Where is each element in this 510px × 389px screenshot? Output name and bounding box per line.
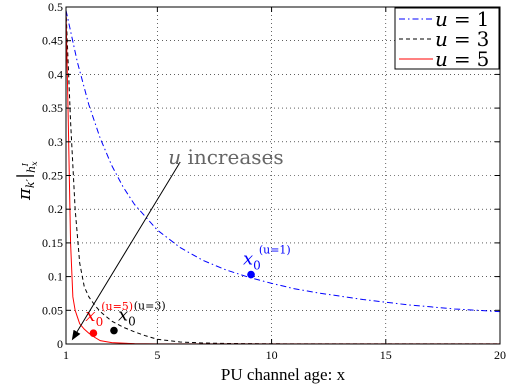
y-label-sub2: h	[25, 166, 38, 173]
marker-layer: x0(u=1) x0(u=3)x0(u=5)	[85, 244, 291, 338]
annotation-layer: u increases	[71, 145, 284, 341]
marker-label: x0(u=1)	[243, 244, 291, 273]
annotation-label: u increases	[168, 145, 283, 169]
y-tick-label: 0.5	[48, 0, 63, 14]
series-line-1	[65, 10, 501, 313]
x-tick-label: 10	[266, 348, 278, 362]
x-tick-label: 5	[154, 348, 160, 362]
y-tick-label: 0.25	[42, 169, 63, 183]
y-tick-label: 0.4	[48, 67, 63, 81]
y-tick-label: 0.2	[48, 202, 63, 216]
legend: u = 1u = 3u = 5	[394, 7, 500, 71]
y-tick-label: 0	[57, 337, 63, 351]
y-tick-label: 0.45	[42, 34, 63, 48]
x-tick-label: 15	[380, 348, 392, 362]
marker-label: x0(u=5)	[85, 300, 133, 329]
y-label-sub3: x	[30, 161, 39, 166]
marker-label: x0(u=3)	[118, 300, 166, 329]
y-tick-label: 0.35	[42, 101, 63, 115]
legend-box	[394, 7, 500, 70]
marker-point	[247, 270, 255, 279]
ticks: 1 5 10 15 2000.050.10.150.20.250.30.350.40.4…	[42, 0, 506, 362]
y-label-sup: I	[21, 162, 30, 167]
y-label-bar: |	[14, 173, 35, 179]
y-axis-label: πk′|hxI	[14, 161, 39, 201]
marker-point	[110, 326, 118, 335]
x-tick-label: 20	[494, 348, 506, 362]
y-label-main: π	[14, 187, 35, 201]
grid	[66, 7, 500, 344]
annotation-arrow	[71, 161, 181, 341]
x-tick-label: 1	[63, 348, 69, 362]
y-label-sub1: k′	[24, 178, 37, 188]
y-tick-label: 0.3	[48, 135, 63, 149]
y-tick-label: 0.15	[42, 236, 63, 250]
svg-text:πk′|hxI: πk′|hxI	[14, 161, 39, 201]
legend-entry-label: u = 1	[435, 7, 489, 31]
marker-point	[89, 329, 98, 338]
legend-entry-label: u = 5	[435, 47, 489, 71]
y-tick-label: 0.1	[48, 270, 63, 284]
x-axis-label: PU channel age: x	[221, 365, 346, 384]
series-line-2	[65, 10, 500, 345]
y-tick-label: 0.05	[42, 303, 63, 317]
legend-entry-label: u = 3	[435, 27, 489, 51]
